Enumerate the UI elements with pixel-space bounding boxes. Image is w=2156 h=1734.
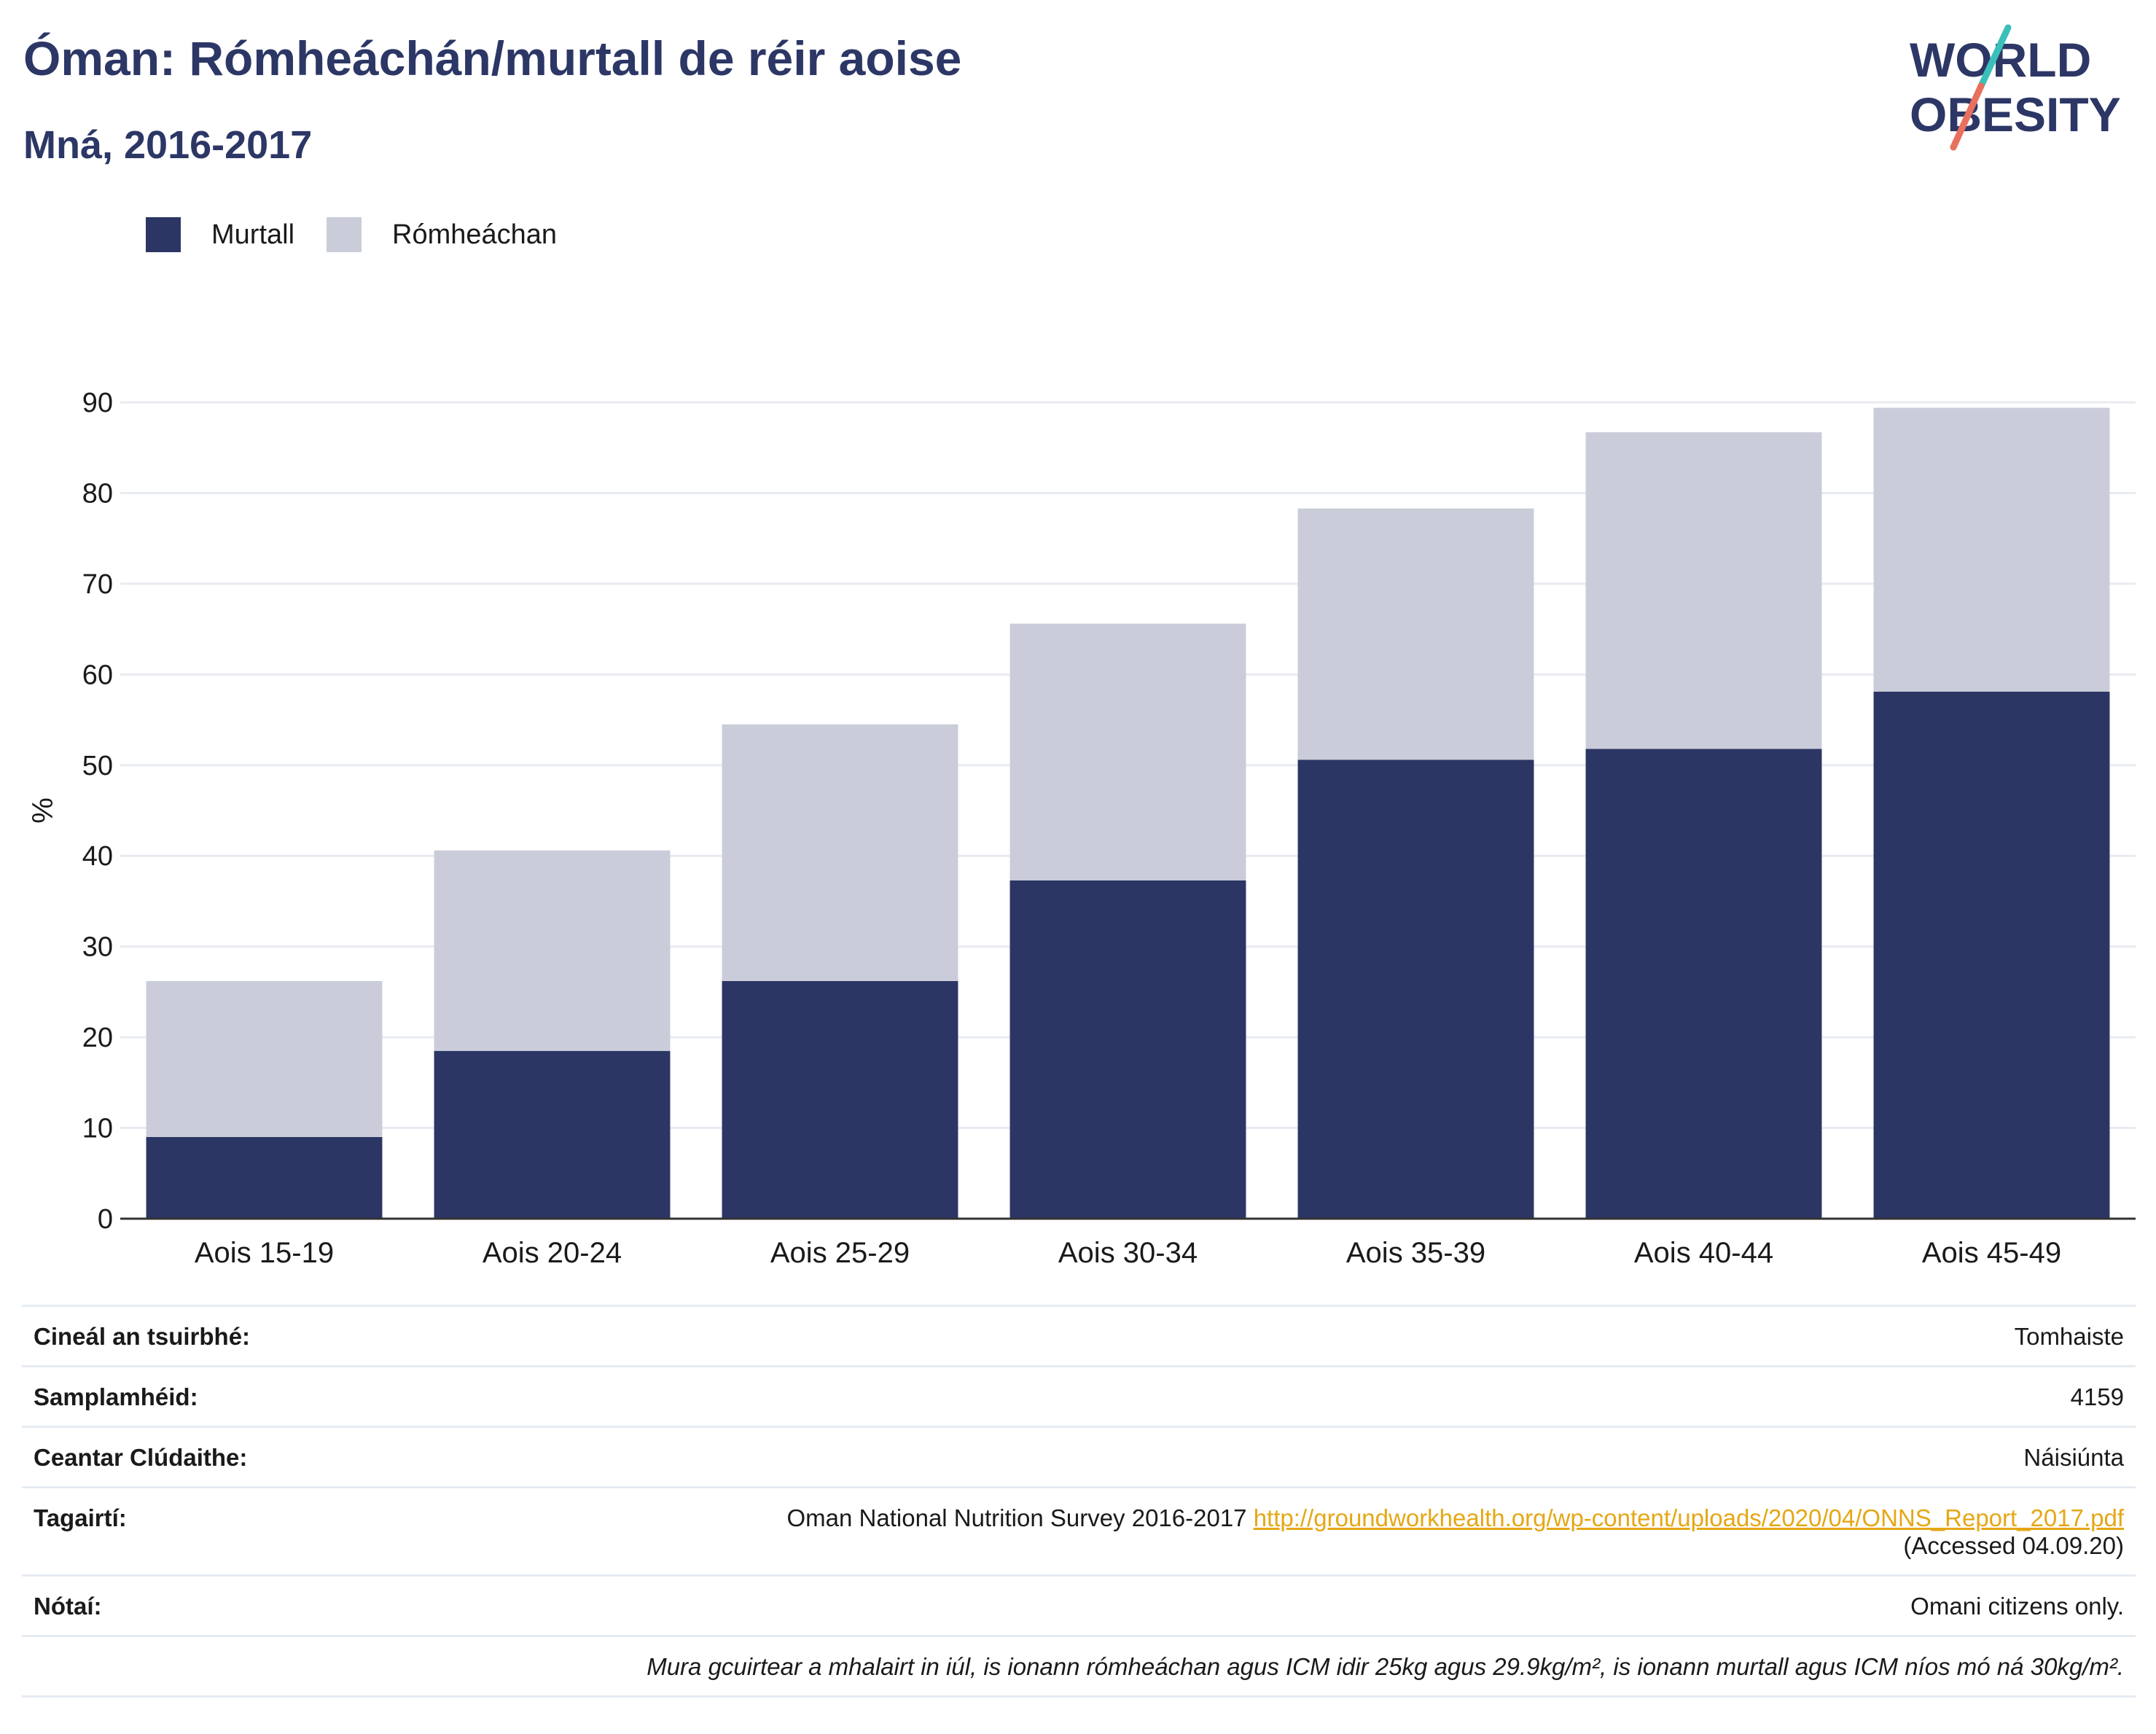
legend-label-overweight: Rómheáchan	[392, 219, 558, 250]
legend-item-overweight: Rómheáchan	[327, 217, 557, 252]
chart-legend: Murtall Rómheáchan	[146, 217, 589, 252]
y-tick-label-30: 30	[82, 932, 113, 963]
bar-overweight-4	[1009, 623, 1246, 880]
legend-item-obese: Murtall	[146, 217, 294, 252]
definition-note: Mura gcuirtear a mhalairt in iúl, is ion…	[647, 1653, 2124, 1680]
reference-link[interactable]: http://groundworkhealth.org/wp-content/u…	[1253, 1504, 2124, 1531]
bar-overweight-2	[434, 850, 671, 1051]
info-row-survey-type: Cineál an tsuirbhé: Tomhaiste	[22, 1305, 2136, 1367]
reference-accessed: (Accessed 04.09.20)	[1903, 1532, 2124, 1559]
chart-subtitle: Mná, 2016-2017	[23, 123, 313, 167]
info-row-sample-size: Samplamhéid: 4159	[22, 1366, 2136, 1427]
logo-slash-teal	[1977, 24, 2012, 90]
y-tick-label-20: 20	[82, 1023, 113, 1053]
info-row-notes: Nótaí: Omani citizens only.	[22, 1575, 2136, 1636]
bar-obese-6	[1585, 749, 1822, 1219]
y-tick-label-80: 80	[82, 478, 113, 509]
bar-obese-5	[1297, 759, 1534, 1219]
stacked-bar-chart: 0 10 20 30 40 50 60 70 80 90% Aois 15-19 Aois 20-24…	[27, 388, 2136, 1269]
bar-obese-3	[722, 980, 958, 1219]
y-tick-label-40: 40	[82, 841, 113, 872]
x-tick-label-1: Aois 15-19	[195, 1237, 334, 1269]
info-row-definition: Mura gcuirtear a mhalairt in iúl, is ion…	[22, 1636, 2136, 1697]
y-tick-label-50: 50	[82, 751, 113, 781]
bar-overweight-1	[146, 980, 383, 1137]
y-tick-label-70: 70	[82, 569, 113, 600]
info-row-coverage: Ceantar Clúdaithe: Náisiúnta	[22, 1426, 2136, 1488]
coverage-value: Náisiúnta	[2023, 1444, 2124, 1471]
x-tick-label-5: Aois 35-39	[1346, 1237, 1485, 1269]
x-tick-label-3: Aois 25-29	[770, 1237, 910, 1269]
survey-type-label: Cineál an tsuirbhé:	[34, 1323, 251, 1350]
y-tick-label-0: 0	[98, 1204, 113, 1235]
y-tick-label-60: 60	[82, 660, 113, 690]
chart-title: Óman: Rómheáchán/murtall de réir aoise	[23, 31, 962, 85]
x-tick-label-7: Aois 45-49	[1922, 1237, 2061, 1269]
bar-obese-2	[434, 1050, 671, 1219]
y-tick-label-90: 90	[82, 388, 113, 418]
y-axis-label: %	[27, 797, 59, 824]
notes-label: Nótaí:	[34, 1593, 102, 1620]
world-obesity-logo: WORLD OBESITY	[1910, 24, 2121, 151]
survey-type-value: Tomhaiste	[2014, 1323, 2124, 1350]
bar-overweight-3	[722, 724, 958, 981]
coverage-label: Ceantar Clúdaithe:	[34, 1444, 248, 1471]
y-tick-label-10: 10	[82, 1114, 113, 1144]
sample-size-value: 4159	[2070, 1383, 2124, 1410]
logo-slash-coral	[1950, 82, 1985, 151]
bar-obese-1	[146, 1137, 383, 1219]
logo-line2: OBESITY	[1910, 87, 2121, 141]
bar-overweight-6	[1585, 432, 1822, 749]
info-row-references: Tagairtí: Oman National Nutrition Survey…	[22, 1487, 2136, 1576]
bar-obese-7	[1873, 691, 2110, 1219]
x-tick-label-4: Aois 30-34	[1058, 1237, 1198, 1269]
bar-overweight-5	[1297, 508, 1534, 760]
sample-size-label: Samplamhéid:	[34, 1383, 198, 1410]
x-tick-label-6: Aois 40-44	[1634, 1237, 1773, 1269]
reference-text: Oman National Nutrition Survey 2016-2017	[786, 1504, 1247, 1531]
legend-swatch-overweight	[327, 217, 362, 252]
x-tick-label-2: Aois 20-24	[483, 1237, 622, 1269]
bar-obese-4	[1009, 880, 1246, 1219]
legend-swatch-obese	[146, 217, 181, 252]
notes-value: Omani citizens only.	[1910, 1593, 2124, 1620]
bar-overweight-7	[1873, 407, 2110, 692]
survey-info-table: Cineál an tsuirbhé: Tomhaiste Samplamhéi…	[22, 1305, 2136, 1698]
legend-label-obese: Murtall	[211, 219, 295, 250]
references-label: Tagairtí:	[34, 1504, 127, 1531]
